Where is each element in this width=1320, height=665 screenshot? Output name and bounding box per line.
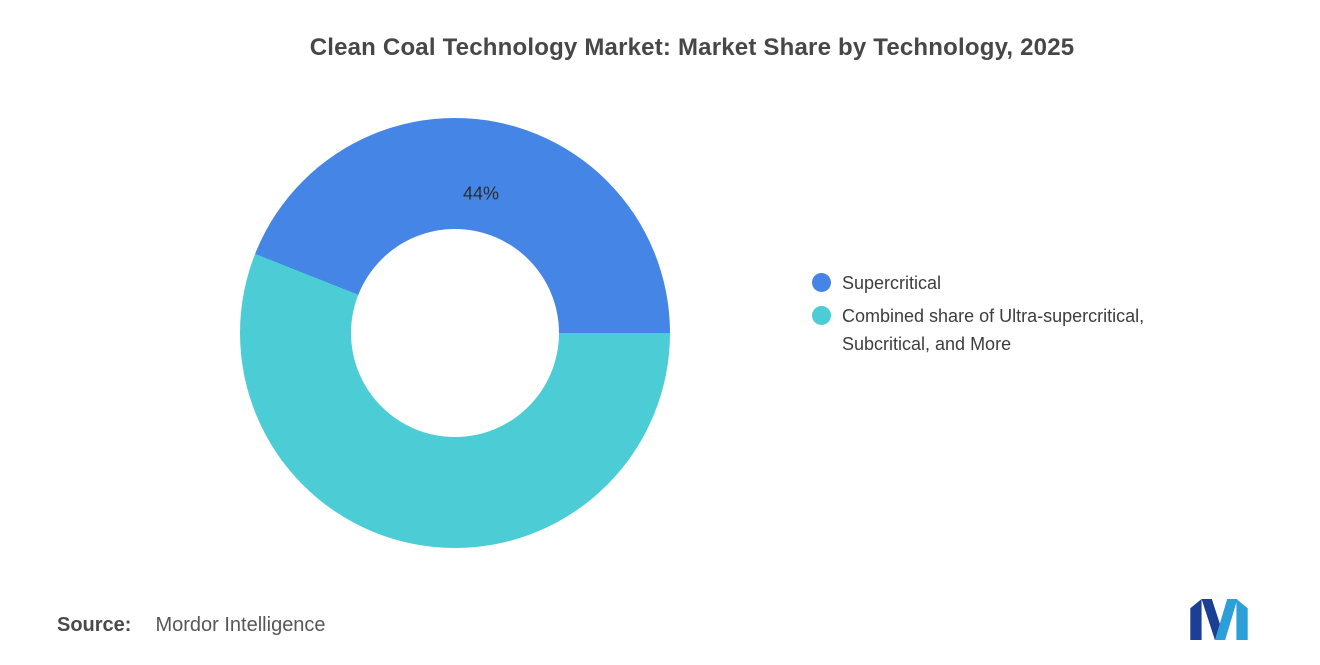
logo-up-diagonal [1214, 599, 1238, 640]
legend-marker-supercritical [812, 273, 831, 292]
legend-label-supercritical: Supercritical [842, 273, 942, 293]
logo-right-leg [1236, 599, 1248, 640]
mordor-intelligence-logo [1190, 599, 1248, 640]
chart-title: Clean Coal Technology Market: Market Sha… [309, 34, 1075, 61]
legend-item-combined[interactable]: Combined share of Ultra-supercritical, S… [812, 302, 1202, 358]
source-label: Source: [57, 614, 132, 636]
legend-marker-combined [812, 306, 831, 325]
logo-left-leg [1190, 599, 1202, 640]
legend-item-supercritical[interactable]: Supercritical [812, 269, 1202, 297]
donut-hole [351, 229, 559, 437]
legend-label-combined: Combined share of Ultra-supercritical, S… [842, 306, 1145, 354]
donut-chart-area: 44% [240, 118, 670, 548]
slice-label-supercritical: 44% [462, 183, 500, 204]
legend: Supercritical Combined share of Ultra-su… [812, 269, 1202, 358]
source-value: Mordor Intelligence [155, 614, 326, 636]
source-line: Source: Mordor Intelligence [57, 614, 326, 637]
